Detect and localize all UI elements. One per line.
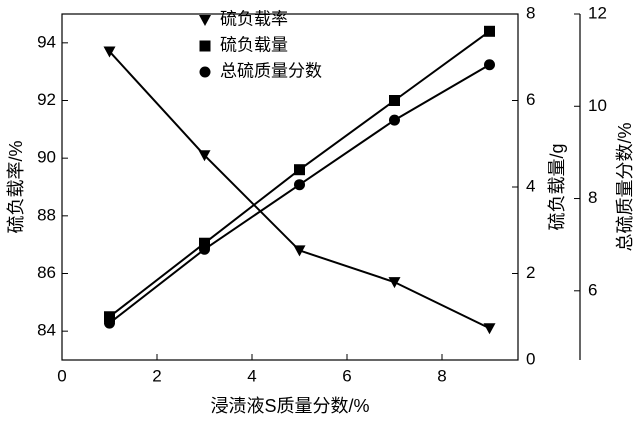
point xyxy=(294,164,305,176)
point xyxy=(103,46,116,58)
x-tick-label: 6 xyxy=(342,366,351,385)
y-axis-label: 硫负载率/% xyxy=(6,140,26,233)
legend-label: 硫负载量 xyxy=(220,35,288,54)
y3ticks-label: 6 xyxy=(588,280,597,299)
y3ticks-label: 12 xyxy=(588,3,607,22)
point xyxy=(388,277,401,289)
point xyxy=(483,323,496,335)
point xyxy=(389,114,400,126)
point xyxy=(293,245,306,257)
point xyxy=(484,59,495,71)
y2ticks-label: 4 xyxy=(526,176,535,195)
series-line xyxy=(108,63,491,324)
y2ticks-label: 8 xyxy=(526,3,535,22)
yticks-label: 84 xyxy=(37,321,56,340)
point xyxy=(104,317,115,329)
point xyxy=(294,179,305,191)
y3ticks-label: 8 xyxy=(588,188,597,207)
point xyxy=(199,237,210,249)
y2-axis-label: 硫负载量/g xyxy=(547,143,567,230)
yticks-label: 86 xyxy=(37,263,56,282)
x-tick-label: 0 xyxy=(57,366,66,385)
point xyxy=(199,243,210,255)
x-tick-label: 2 xyxy=(152,366,161,385)
y2ticks-label: 0 xyxy=(526,349,535,368)
yticks-label: 94 xyxy=(37,32,56,51)
point xyxy=(389,95,400,106)
y2ticks-label: 2 xyxy=(526,263,535,282)
yticks-label: 90 xyxy=(37,148,56,167)
x-tick-label: 8 xyxy=(437,366,446,385)
legend-marker xyxy=(199,40,211,52)
y2ticks-label: 6 xyxy=(526,90,535,109)
y3ticks-label: 10 xyxy=(588,96,607,115)
y3-axis-label: 总硫质量分数/% xyxy=(615,122,635,251)
legend-label: 硫负载率 xyxy=(220,9,288,28)
point xyxy=(104,311,115,323)
point xyxy=(198,150,211,162)
x-tick-label: 4 xyxy=(247,366,256,385)
legend-marker xyxy=(199,66,211,78)
legend-marker xyxy=(199,15,211,26)
yticks-label: 92 xyxy=(37,90,56,109)
yticks-label: 88 xyxy=(37,205,56,224)
x-axis-label: 浸渍液S质量分数/% xyxy=(210,396,369,416)
point xyxy=(484,25,495,37)
legend-label: 总硫质量分数 xyxy=(220,61,322,80)
